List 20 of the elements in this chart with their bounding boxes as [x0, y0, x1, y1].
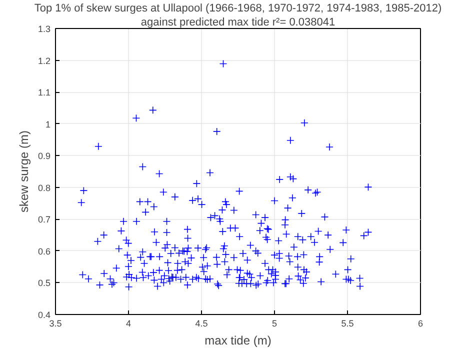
x-axis-title: max tide (m): [204, 334, 272, 348]
y-tick-label: 0.8: [38, 182, 51, 193]
y-tick-label: 0.5: [38, 278, 51, 288]
y-tick-label: 0.7: [38, 214, 51, 225]
y-tick-label: 1.3: [38, 24, 51, 34]
y-tick-label: 1.1: [38, 88, 51, 98]
y-tick-label: 0.6: [38, 246, 51, 256]
x-tick-label: 4.5: [195, 318, 208, 328]
x-tick-label: 5.5: [341, 318, 354, 328]
chart-title: Top 1% of skew surges at Ullapool (1966-1968, 1970-1972, 1974-1983, 1985-2012): [34, 2, 442, 14]
y-tick-label: 1.2: [38, 56, 51, 66]
chart-subtitle: against predicted max tide r²= 0.038041: [140, 16, 336, 28]
y-tick-label: 0.4: [38, 310, 51, 320]
x-tick-label: 3.5: [49, 318, 62, 328]
x-tick-label: 5: [272, 318, 278, 328]
y-tick-label: 1: [45, 119, 51, 130]
y-tick-label: 0.9: [38, 151, 51, 162]
x-tick-label: 4: [126, 318, 132, 328]
y-axis-title: skew surge (m): [16, 130, 31, 213]
x-tick-label: 6: [418, 318, 424, 328]
